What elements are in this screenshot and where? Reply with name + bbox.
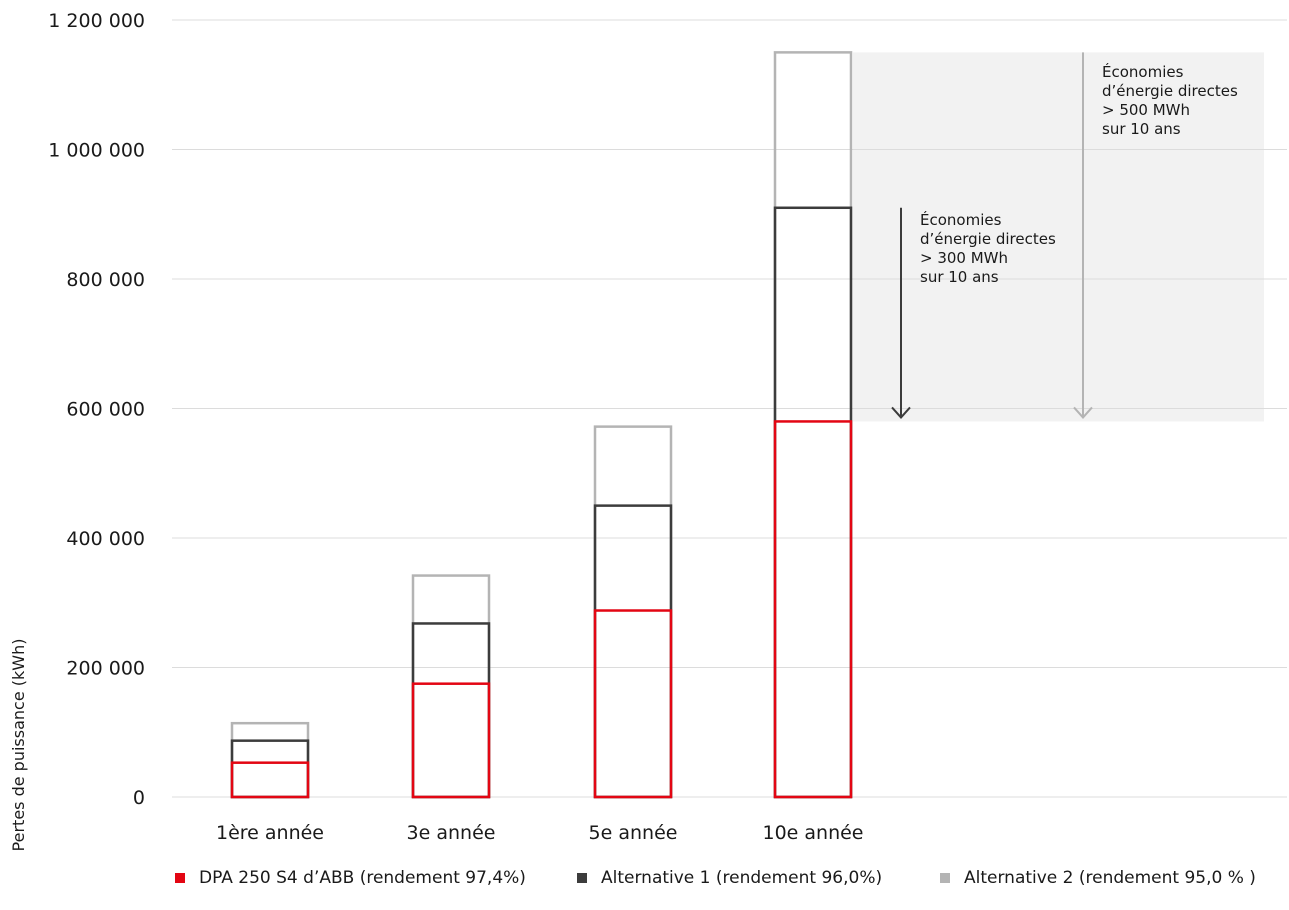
bar-alt1	[230, 739, 310, 799]
bar-alt1	[773, 206, 853, 799]
category-label: 3e année	[407, 822, 496, 844]
savings-band	[853, 52, 1264, 422]
y-tick-labels: 0 200 000 400 000 600 000 800 000 1 000 000 1 …	[48, 10, 145, 809]
y-tick-label: 200 000	[66, 658, 145, 680]
bar-alt2	[230, 721, 310, 799]
grid-lines	[172, 19, 1287, 798]
y-tick-label: 0	[133, 787, 145, 809]
y-tick-label: 800 000	[66, 269, 145, 291]
legend-label-alt2: Alternative 2 (rendement 95,0 % )	[964, 868, 1256, 888]
annotation-line: sur 10 ans	[1102, 120, 1181, 138]
bar-dpa	[773, 420, 853, 799]
y-tick-label: 1 000 000	[48, 140, 145, 162]
bar-alt1	[593, 504, 673, 799]
y-tick-label: 1 200 000	[48, 10, 145, 32]
legend-swatch-dark	[577, 873, 587, 883]
category-label: 1ère année	[216, 822, 324, 844]
annotation-line: Économies	[920, 210, 1002, 229]
legend: DPA 250 S4 d’ABB (rendement 97,4%) Alter…	[0, 868, 1289, 894]
annotation-line: Économies	[1102, 62, 1184, 81]
y-axis-label: Pertes de puissance (kWh)	[9, 639, 28, 852]
legend-item-alt1: Alternative 1 (rendement 96,0%)	[577, 868, 882, 888]
legend-item-alt2: Alternative 2 (rendement 95,0 % )	[940, 868, 1256, 888]
annotation-line: sur 10 ans	[920, 268, 999, 286]
legend-swatch-red	[175, 873, 185, 883]
annotation-line: > 500 MWh	[1102, 101, 1190, 119]
legend-label-alt1: Alternative 1 (rendement 96,0%)	[601, 868, 883, 888]
legend-label-dpa: DPA 250 S4 d’ABB (rendement 97,4%)	[199, 868, 526, 888]
bar-alt2	[411, 574, 491, 799]
category-label: 10e année	[762, 822, 863, 844]
legend-item-dpa: DPA 250 S4 d’ABB (rendement 97,4%)	[175, 868, 526, 888]
category-labels: 1ère année 3e année 5e année 10e année	[216, 822, 864, 844]
arrow-head	[1073, 406, 1093, 419]
bar-alt1	[411, 622, 491, 799]
bar-dpa	[411, 682, 491, 799]
bar-alt2	[773, 51, 853, 799]
annotation-line: > 300 MWh	[920, 249, 1008, 267]
bar-dpa	[593, 609, 673, 799]
bar-alt2	[593, 425, 673, 799]
category-label: 5e année	[589, 822, 678, 844]
bar-dpa	[230, 761, 310, 799]
stacked-bar-chart: 0 200 000 400 000 600 000 800 000 1 000 000 1 …	[9, 10, 1287, 852]
y-tick-label: 400 000	[66, 528, 145, 550]
arrow-head	[891, 406, 911, 419]
annotation-line: d’énergie directes	[920, 230, 1056, 248]
legend-swatch-light	[940, 873, 950, 883]
annotation-line: d’énergie directes	[1102, 82, 1238, 100]
bars	[230, 51, 853, 799]
y-tick-label: 600 000	[66, 399, 145, 421]
